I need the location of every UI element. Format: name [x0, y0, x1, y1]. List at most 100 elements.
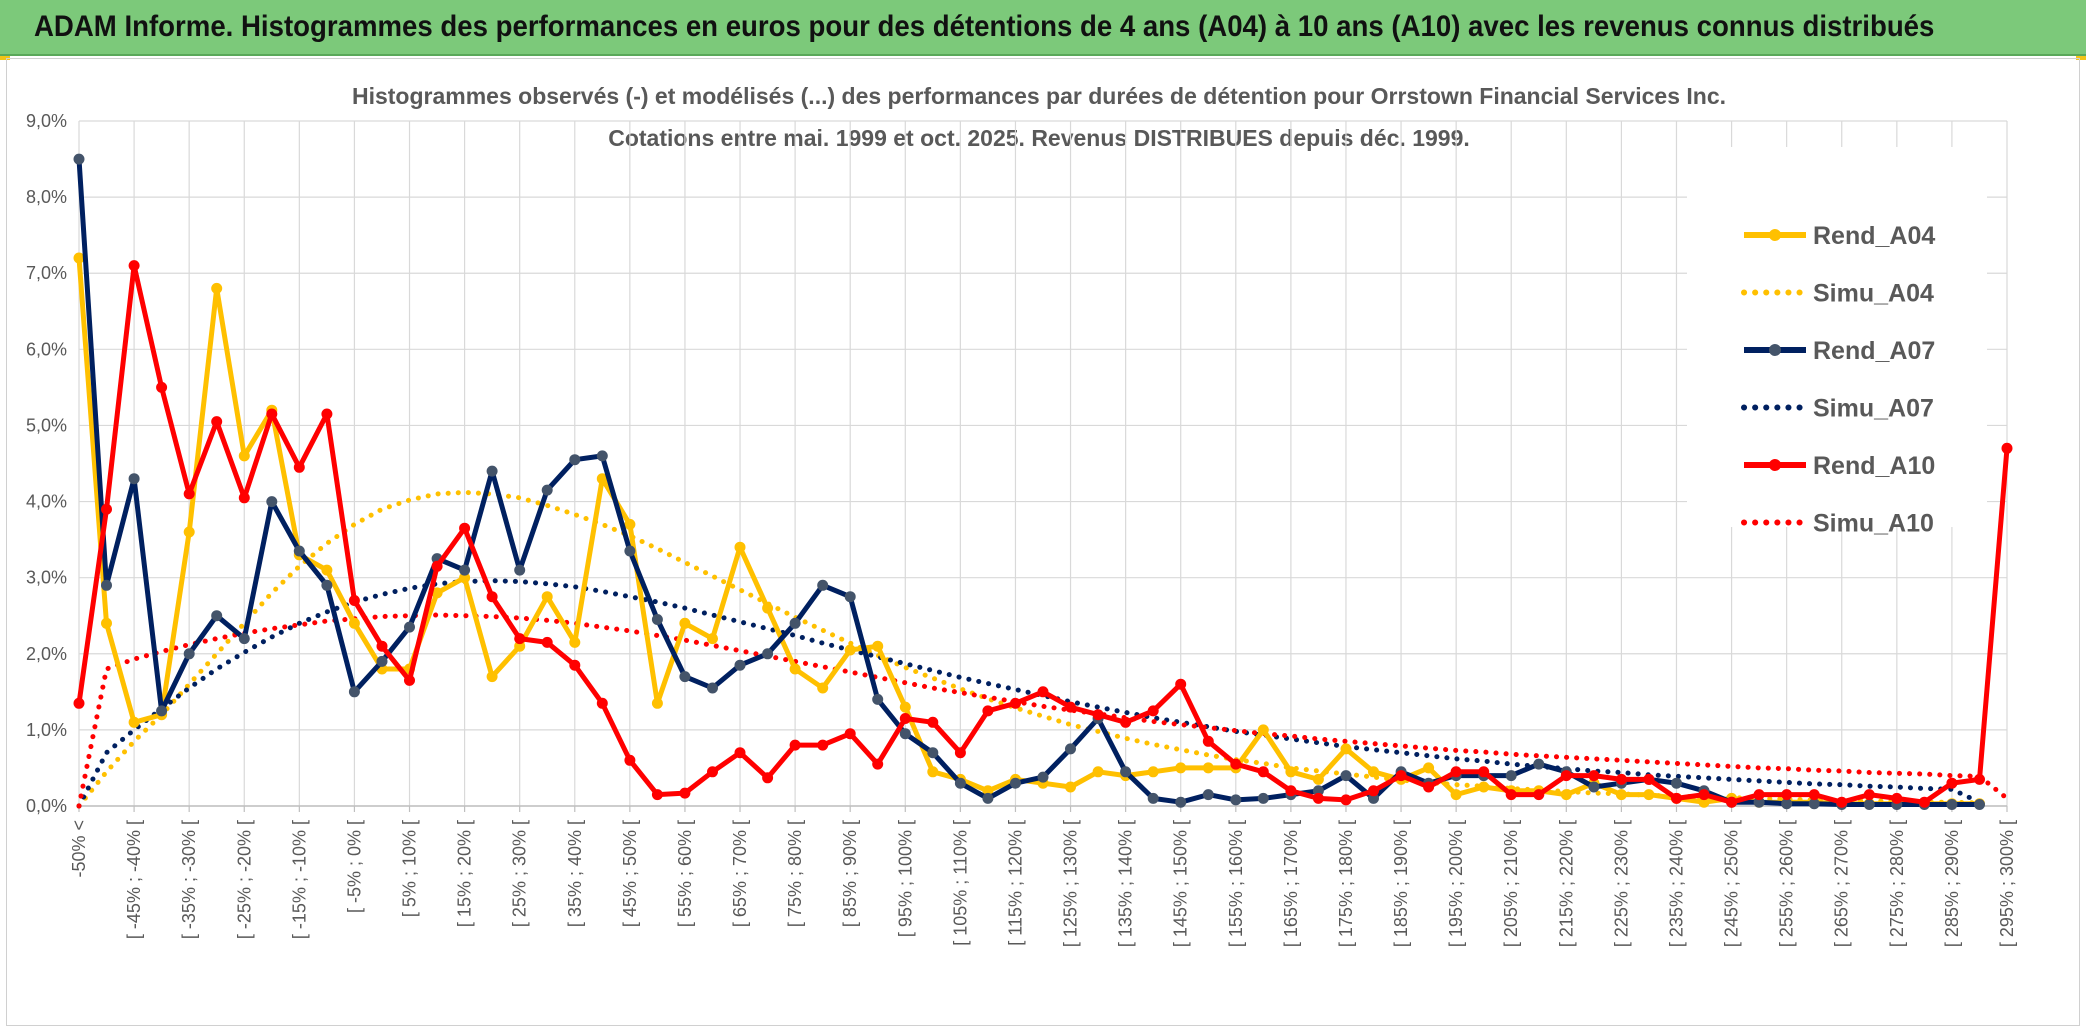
data-point [734, 659, 746, 671]
data-point [624, 545, 636, 557]
x-tick-label: [ 115% ; 120% [ [1005, 820, 1025, 946]
data-point [128, 260, 140, 272]
data-point [183, 526, 195, 538]
series-rend-a07 [73, 153, 1985, 810]
data-point [927, 716, 939, 728]
data-point [266, 496, 278, 508]
legend-label: Rend_A04 [1813, 222, 1935, 250]
x-tick-label: [ 55% ; 60% [ [675, 820, 695, 927]
legend-label: Simu_A04 [1813, 280, 1934, 308]
data-point [817, 579, 829, 591]
x-tick-label: [ 175% ; 180% [ [1336, 820, 1356, 947]
data-point [954, 777, 966, 789]
data-point [899, 713, 911, 724]
legend-box [1687, 147, 1987, 527]
data-point [899, 728, 911, 740]
data-point [1065, 743, 1076, 755]
data-point [1230, 758, 1242, 770]
series-simu-a10 [76, 612, 2010, 809]
data-point [1065, 781, 1076, 793]
data-point [156, 381, 168, 393]
x-tick-label: [ 45% ; 50% [ [620, 820, 640, 927]
data-point [1010, 777, 1021, 789]
data-point [624, 518, 636, 530]
data-point [1505, 789, 1517, 801]
data-point [1450, 789, 1462, 801]
data-point [1092, 766, 1104, 778]
data-point [541, 636, 553, 648]
data-point [982, 705, 994, 717]
data-point [569, 659, 581, 671]
data-point [1037, 686, 1049, 698]
y-tick-label: 4,0% [26, 492, 67, 512]
data-point [1423, 762, 1435, 774]
chart-frame: Histogrammes observés (-) et modélisés (… [6, 58, 2080, 1026]
data-point [238, 492, 250, 504]
data-point [1974, 799, 1985, 810]
x-tick-label: [ 265% ; 270% [ [1832, 820, 1852, 947]
data-point [1671, 777, 1682, 789]
data-point [569, 636, 581, 648]
x-tick-label: [ 245% ; 250% [ [1722, 820, 1742, 947]
data-point [651, 614, 663, 625]
data-point [679, 617, 691, 629]
data-point [1505, 770, 1517, 782]
data-point [1478, 781, 1490, 793]
data-point [1092, 709, 1104, 721]
series-line [76, 156, 1982, 807]
x-tick-label: [ -45% ; -40% [ [124, 820, 144, 939]
legend-item-simu-a04: Simu_A04 [1741, 280, 1934, 308]
x-tick-label: [ 275% ; 280% [ [1887, 820, 1907, 947]
x-tick-label: [ 85% ; 90% [ [840, 820, 860, 927]
data-point [1560, 770, 1572, 782]
data-point [762, 648, 774, 660]
data-point [376, 640, 388, 652]
series-simu-a04 [76, 489, 1982, 809]
data-point [1643, 789, 1655, 801]
chart-title: Histogrammes observés (-) et modélisés (… [352, 83, 1726, 109]
legend-item-rend-a04: Rend_A04 [1744, 222, 1935, 250]
data-point [1120, 716, 1132, 728]
legend-item-simu-a10: Simu_A10 [1741, 510, 1934, 538]
x-tick-label: [ 185% ; 190% [ [1391, 820, 1411, 947]
data-point [1340, 770, 1352, 782]
report-title: ADAM Informe. Histogrammes des performan… [34, 10, 1935, 43]
data-point [651, 697, 663, 709]
data-point [348, 686, 360, 698]
x-tick-label: [ 195% ; 200% [ [1446, 820, 1466, 947]
data-point [679, 787, 691, 799]
data-point [817, 682, 829, 694]
data-point [1808, 789, 1820, 801]
data-point [1285, 766, 1297, 778]
x-tick-label: [ 5% ; 10% [ [400, 820, 420, 917]
data-point [596, 697, 608, 709]
series-line [76, 489, 1982, 809]
x-tick-label: [ 285% ; 290% [ [1942, 820, 1962, 947]
data-point [734, 747, 746, 759]
chart-subtitle: Cotations entre mai. 1999 et oct. 2025. … [608, 125, 1470, 151]
data-point [348, 617, 360, 629]
data-point [404, 621, 415, 633]
data-point [624, 754, 636, 766]
data-point [707, 633, 718, 645]
data-point [872, 758, 884, 770]
data-point [1560, 789, 1572, 801]
data-point [183, 488, 195, 500]
data-point [1643, 773, 1655, 785]
data-point [1423, 781, 1435, 793]
data-point [954, 747, 966, 759]
data-point [1312, 773, 1324, 785]
y-tick-label: 8,0% [26, 187, 67, 207]
data-point [1863, 789, 1875, 801]
data-point [101, 579, 112, 591]
legend-label: Simu_A10 [1813, 510, 1934, 538]
data-point [1946, 777, 1958, 789]
data-point [844, 591, 856, 603]
data-point [486, 591, 498, 603]
legend-label: Rend_A07 [1813, 337, 1935, 365]
data-point [321, 564, 333, 576]
x-tick-label: [ 225% ; 230% [ [1611, 820, 1631, 947]
x-tick-label: [ 205% ; 210% [ [1501, 820, 1521, 947]
data-point [789, 663, 801, 675]
legend-label: Rend_A10 [1813, 452, 1935, 480]
